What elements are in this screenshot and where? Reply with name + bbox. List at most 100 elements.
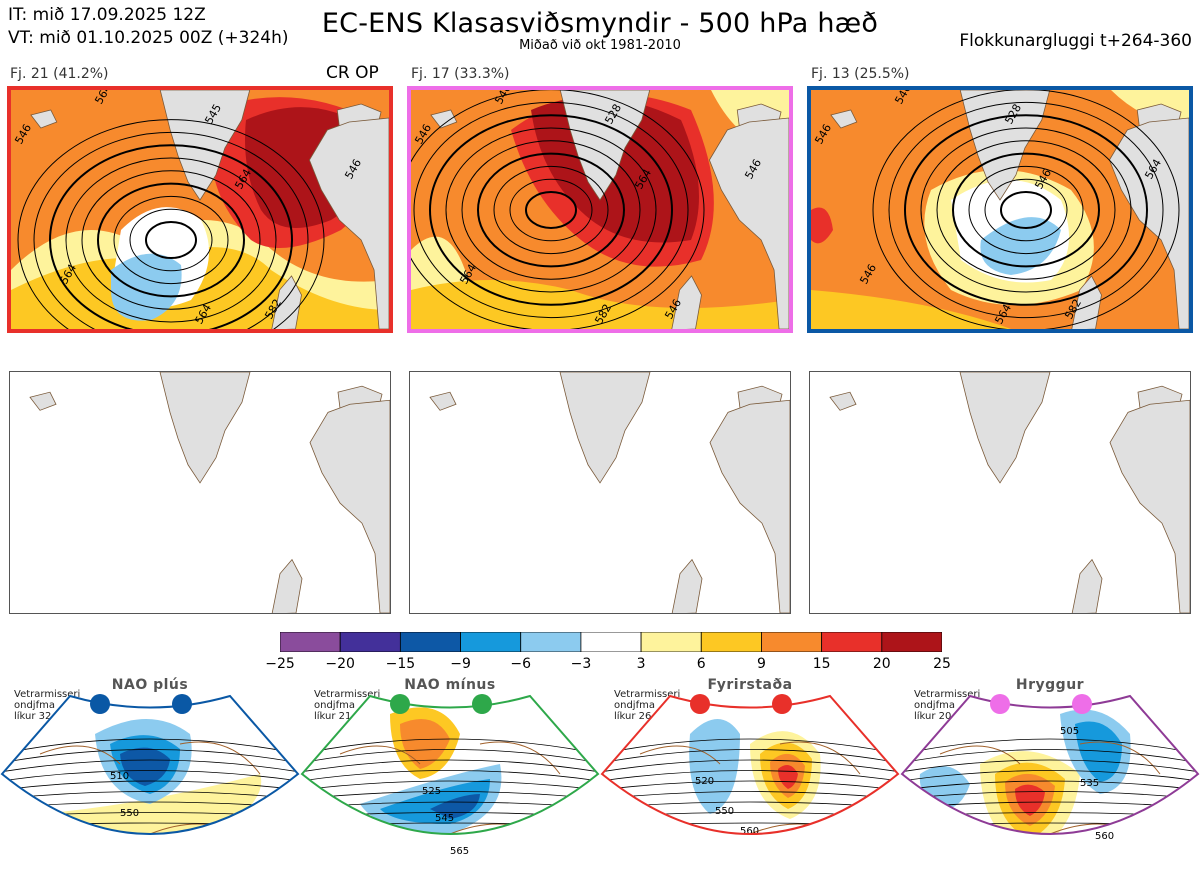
colorbar-segment bbox=[460, 631, 522, 653]
page-subtitle: Miðað við okt 1981-2010 bbox=[519, 38, 681, 53]
contour-line bbox=[904, 114, 1148, 306]
contour-line bbox=[2, 759, 298, 773]
cluster-1-map: 546 564 545 564 546 564 564 582 bbox=[7, 86, 393, 333]
empty-map-svg bbox=[29, 372, 390, 613]
cluster-1-label: Fj. 21 (41.2%) bbox=[10, 66, 109, 82]
regime-info: Vetrarmisseri ondjfma líkur 26,1% bbox=[614, 689, 680, 722]
regime-map-svg: 505 535 560 bbox=[900, 694, 1200, 842]
regime-anomaly bbox=[689, 719, 740, 814]
regime-info: Vetrarmisseri ondjfma líkur 32,3% bbox=[14, 689, 80, 722]
regime-info-line: ondjfma bbox=[614, 700, 655, 711]
contour-line bbox=[920, 127, 1132, 293]
colorbar-tick: −6 bbox=[510, 656, 532, 672]
contour-line bbox=[902, 749, 1198, 764]
contour-line bbox=[302, 749, 598, 764]
contour-line bbox=[302, 759, 598, 773]
regime-sector-outline bbox=[0, 694, 300, 835]
regime-dot bbox=[90, 694, 110, 714]
regime-sector-outline bbox=[900, 694, 1200, 835]
regime-title: NAO plús bbox=[111, 677, 189, 693]
landmass bbox=[429, 372, 790, 613]
contour-line bbox=[509, 178, 593, 242]
contour-line bbox=[49, 144, 293, 329]
colorbar-tick: 9 bbox=[756, 656, 766, 672]
colorbar-segment bbox=[881, 631, 943, 653]
regime-info-line: Vetrarmisseri bbox=[14, 689, 81, 700]
colorbar-segment bbox=[700, 631, 762, 653]
cluster-3-map: 546 546 528 546 564 546 564 582 bbox=[807, 86, 1193, 333]
contour-line bbox=[902, 738, 1198, 755]
contour-line bbox=[872, 90, 1180, 329]
regime-dot bbox=[990, 694, 1010, 714]
contour-line bbox=[302, 770, 598, 782]
contour-line bbox=[2, 749, 298, 764]
contour-line bbox=[602, 749, 898, 764]
contour-line bbox=[2, 780, 298, 791]
anomaly-area bbox=[811, 207, 833, 244]
colorbar-segment bbox=[821, 631, 883, 653]
colorbar-segment bbox=[761, 631, 823, 653]
regime-info-line: Vetrarmisseri bbox=[314, 689, 381, 700]
regime-anomaly bbox=[1075, 721, 1122, 782]
contour-line bbox=[2, 738, 298, 755]
colorbar-tick: −15 bbox=[385, 656, 416, 672]
contour-line bbox=[411, 90, 705, 329]
contour-line bbox=[97, 182, 245, 298]
empty-map-svg bbox=[429, 372, 790, 613]
contour-line bbox=[429, 114, 673, 306]
regime-contour-label: 565 bbox=[450, 846, 469, 857]
regime-map-svg: 525 545 565 bbox=[300, 694, 600, 857]
contour-line bbox=[602, 770, 898, 782]
landmass bbox=[29, 372, 390, 613]
contour-line bbox=[2, 791, 298, 800]
contour-line bbox=[65, 157, 277, 323]
contour-line bbox=[902, 770, 1198, 782]
contour-line bbox=[413, 101, 689, 319]
regime-map-svg: 510 550 bbox=[0, 694, 300, 835]
regime-anomaly bbox=[40, 774, 262, 834]
height-contours bbox=[411, 90, 705, 329]
regime-contour-label: 550 bbox=[715, 806, 734, 817]
regime-dot bbox=[472, 694, 492, 714]
contour-line bbox=[952, 152, 1100, 268]
anomaly-colorbar bbox=[279, 631, 943, 653]
colorbar-tick: 6 bbox=[696, 656, 706, 672]
contour-line bbox=[33, 131, 309, 329]
regime-contour-label: 560 bbox=[1095, 831, 1114, 842]
contour-line bbox=[902, 791, 1198, 800]
contour-line bbox=[129, 208, 213, 272]
regime-info: Vetrarmisseri ondjfma líkur 20,2% bbox=[914, 689, 980, 722]
regime-sector-outline bbox=[600, 694, 900, 835]
contour-line bbox=[445, 127, 657, 293]
height-contours bbox=[872, 90, 1180, 329]
regime-contour-label: 510 bbox=[110, 771, 129, 782]
colorbar-tick: 3 bbox=[636, 656, 646, 672]
cluster-2-label: Fj. 17 (33.3%) bbox=[411, 66, 510, 82]
valid-time: VT: mið 01.10.2025 00Z (+324h) bbox=[8, 28, 289, 48]
cluster-3-label: Fj. 13 (25.5%) bbox=[811, 66, 910, 82]
colorbar-tick: −3 bbox=[570, 656, 592, 672]
regime-dot bbox=[172, 694, 192, 714]
colorbar-segment bbox=[640, 631, 702, 653]
page-title: EC-ENS Klasasviðsmyndir - 500 hPa hæð bbox=[321, 8, 879, 39]
regime-sector-outline bbox=[300, 694, 600, 835]
height-contours bbox=[17, 119, 325, 329]
colorbar-tick: −20 bbox=[325, 656, 355, 672]
regime-info-line: líkur 32,3% bbox=[14, 711, 71, 722]
regime-contour-label: 545 bbox=[435, 813, 454, 824]
colorbar-segment bbox=[399, 631, 461, 653]
landmass bbox=[30, 90, 389, 329]
regime-contour-label: 535 bbox=[1080, 778, 1099, 789]
colorbar-svg bbox=[279, 631, 943, 653]
contour-line bbox=[1000, 191, 1052, 229]
contour-line bbox=[984, 178, 1068, 242]
regime-contour-label: 505 bbox=[1060, 726, 1079, 737]
regime-anomaly bbox=[400, 719, 450, 769]
colorbar-segment bbox=[580, 631, 642, 653]
regime-title: Hryggur bbox=[1015, 677, 1085, 693]
contour-line bbox=[2, 770, 298, 782]
regime-info-line: Vetrarmisseri bbox=[614, 689, 681, 700]
contour-line bbox=[888, 101, 1164, 319]
